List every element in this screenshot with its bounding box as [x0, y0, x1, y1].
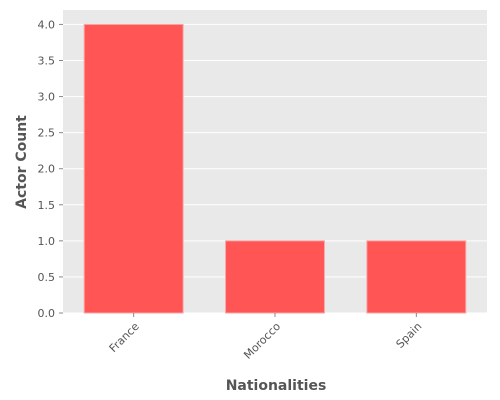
x-tick-label: France — [107, 320, 142, 355]
bar-morocco — [225, 240, 325, 314]
y-tick-label: 0.5 — [38, 271, 56, 284]
y-tick-label: 2.0 — [38, 163, 56, 176]
y-tick-labels: 0.0 0.5 1.0 1.5 2.0 2.5 3.0 3.5 4.0 — [38, 18, 63, 320]
x-axis-title: Nationalities — [226, 378, 327, 394]
y-tick-label: 4.0 — [38, 18, 56, 31]
x-tick-labels: France Morocco Spain — [107, 313, 425, 362]
y-tick-label: 3.5 — [38, 55, 56, 68]
bars — [83, 23, 467, 314]
y-tick-label: 1.5 — [38, 199, 56, 212]
y-tick-label: 1.0 — [38, 235, 56, 248]
x-tick-label: Morocco — [241, 320, 283, 362]
y-axis-title: Actor Count — [14, 115, 30, 209]
bar-france — [83, 23, 184, 314]
bar-spain — [366, 240, 467, 314]
y-tick-label: 0.0 — [38, 307, 56, 320]
y-tick-label: 3.0 — [38, 91, 56, 104]
x-tick-label: Spain — [394, 320, 425, 351]
y-tick-label: 2.5 — [38, 127, 56, 140]
